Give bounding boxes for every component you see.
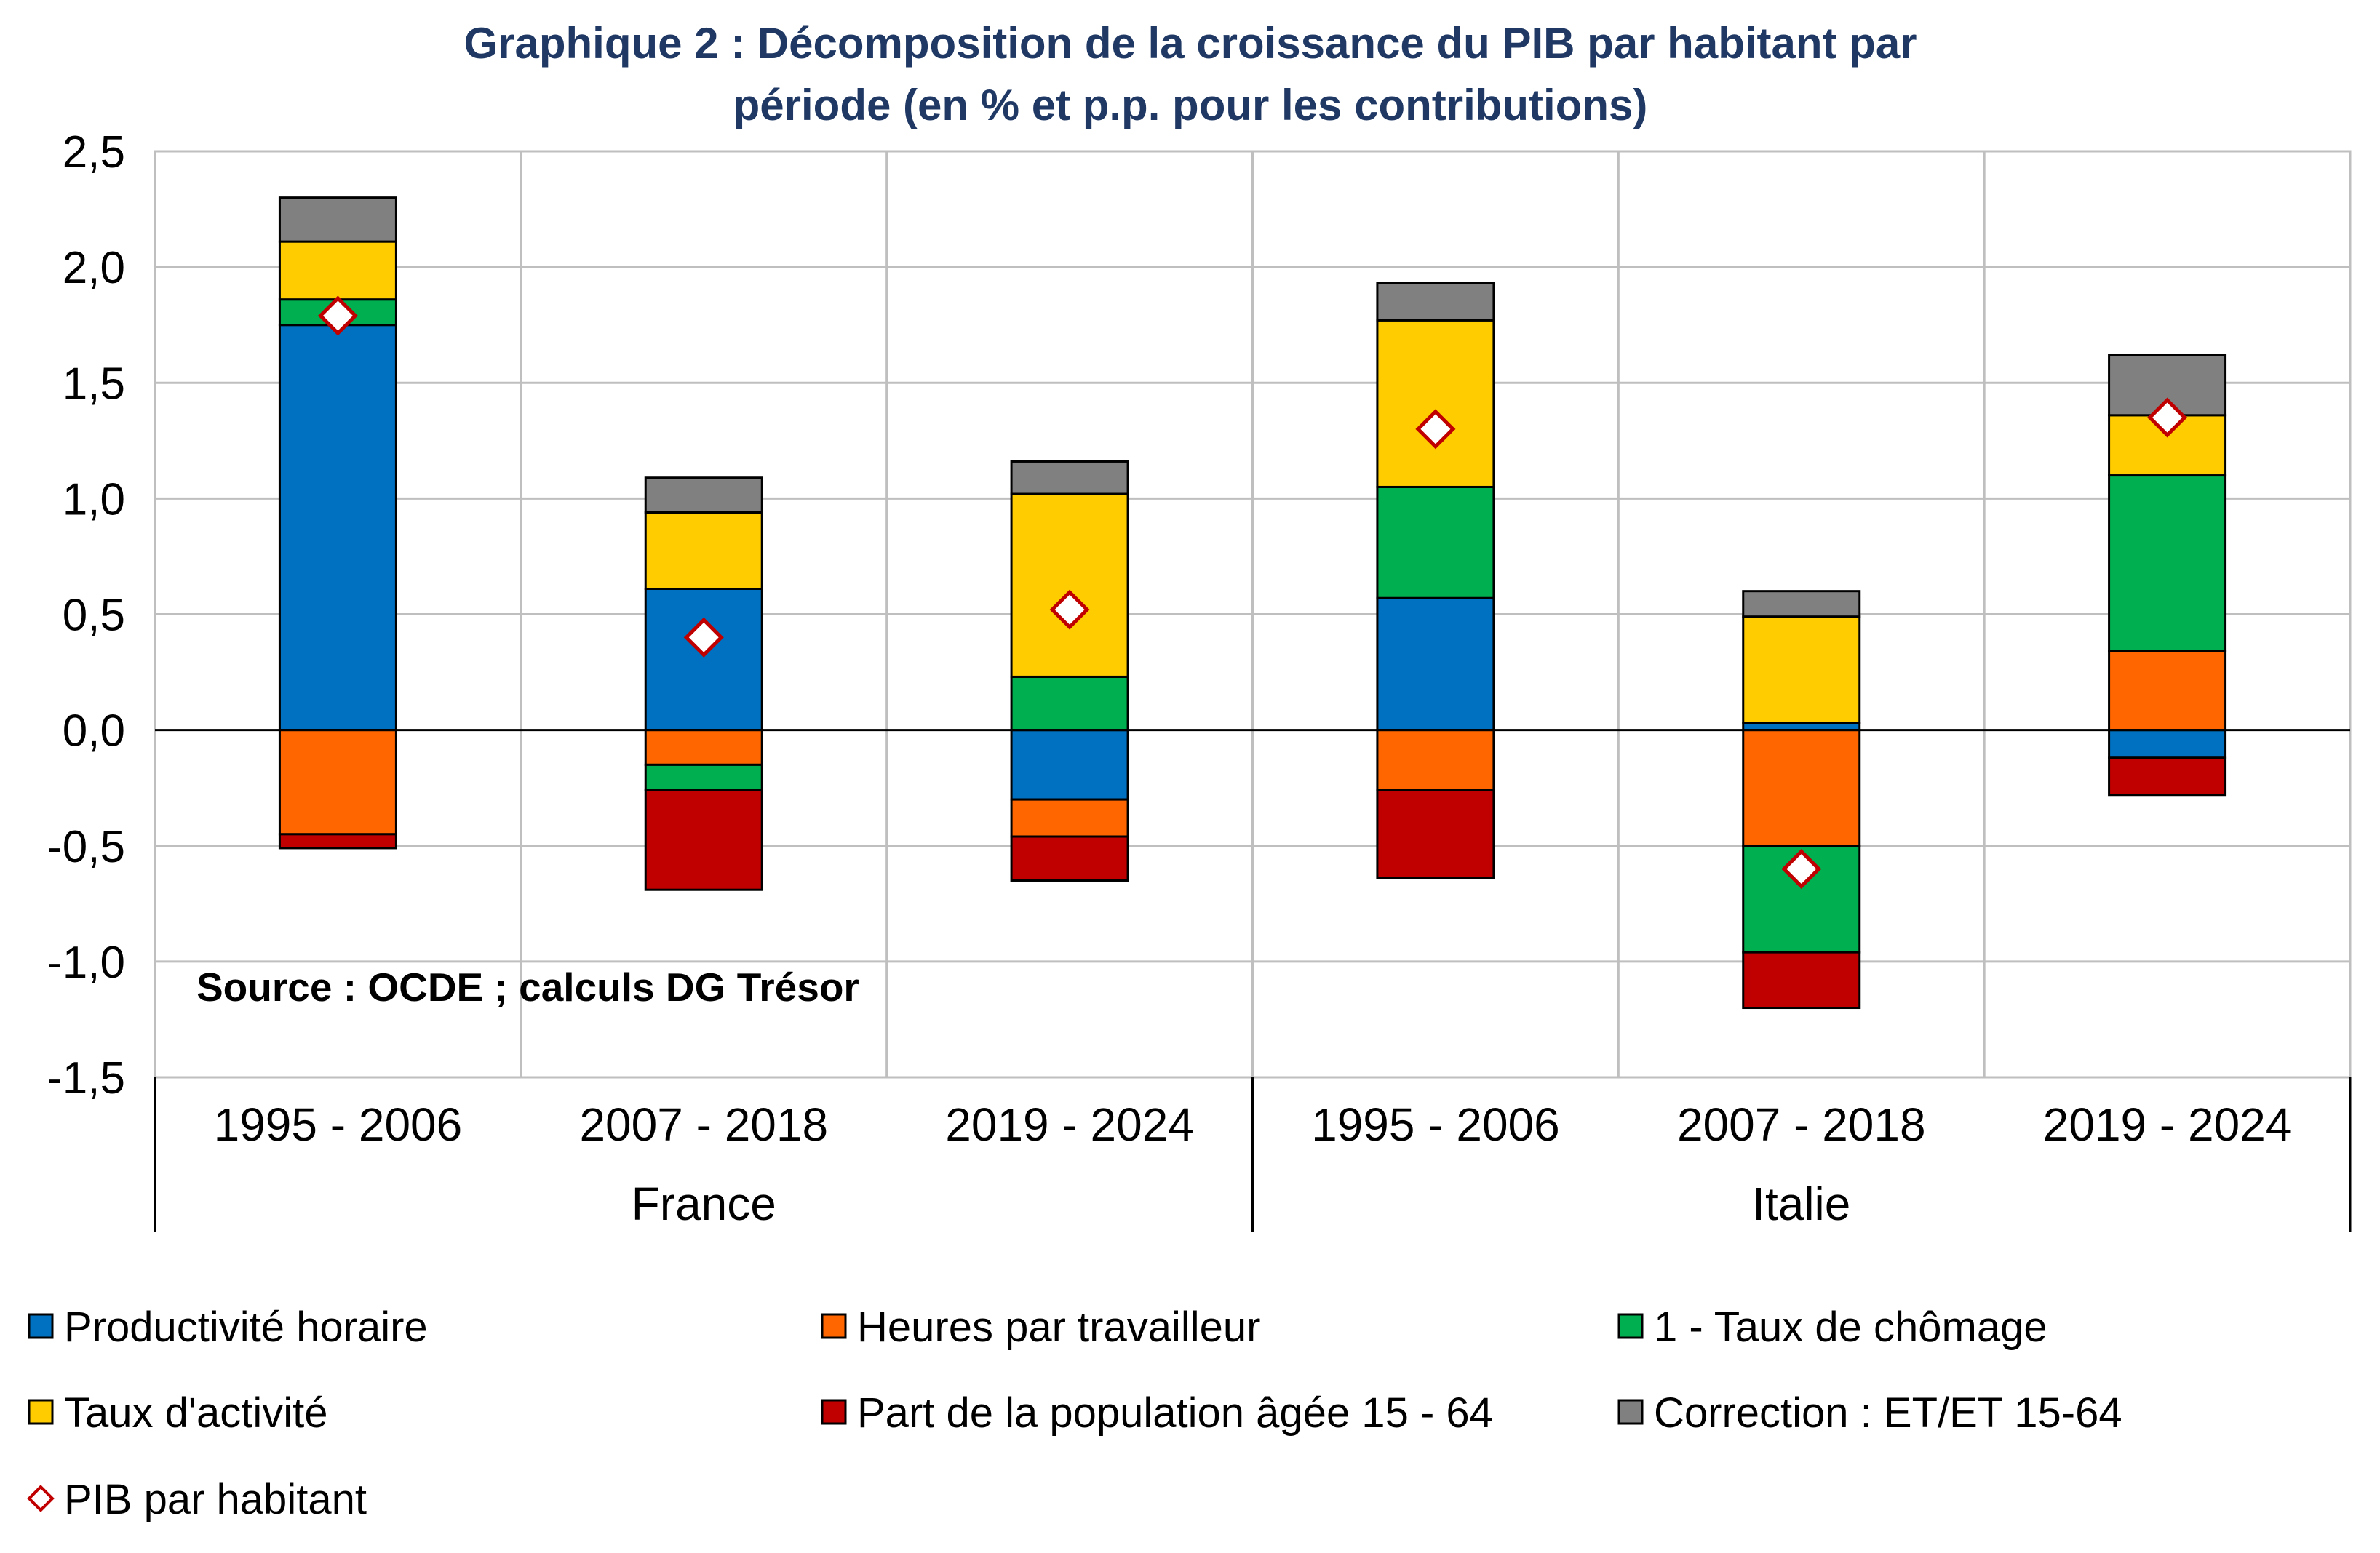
legend-label: Heures par travailleur bbox=[857, 1304, 1260, 1351]
y-tick-label: 2,5 bbox=[63, 127, 125, 177]
legend-swatch-diamond bbox=[27, 1485, 55, 1512]
x-category-label: 1995 - 2006 bbox=[214, 1098, 463, 1151]
bar-segment-s3-c2 bbox=[1010, 492, 1129, 678]
legend-label: 1 - Taux de chômage bbox=[1654, 1304, 2047, 1351]
bar-segment-s1-c1 bbox=[644, 729, 763, 766]
y-tick-label: 2,0 bbox=[63, 243, 125, 293]
y-tick-label: 1,0 bbox=[63, 474, 125, 524]
legend-label: Part de la population âgée 15 - 64 bbox=[857, 1389, 1493, 1437]
bar-segment-s2-c1 bbox=[644, 763, 763, 791]
legend-swatch bbox=[28, 1399, 54, 1425]
y-tick-label: -0,5 bbox=[47, 822, 125, 872]
y-tick-label: 0,5 bbox=[63, 591, 125, 641]
pib-par-habitant-marker bbox=[1781, 849, 1822, 890]
bars bbox=[278, 196, 2227, 1010]
legend-label: Correction : ET/ET 15-64 bbox=[1654, 1389, 2122, 1437]
bar-segment-s3-c4 bbox=[1742, 615, 1861, 724]
x-category-label: 2019 - 2024 bbox=[945, 1098, 1194, 1151]
bar-segment-s0-c2 bbox=[1010, 729, 1129, 801]
bar-segment-s0-c5 bbox=[2108, 729, 2227, 759]
y-tick-label: -1,0 bbox=[47, 938, 125, 988]
bar-segment-s5-c3 bbox=[1376, 282, 1495, 322]
x-category-label: 2019 - 2024 bbox=[2043, 1098, 2292, 1151]
legend-swatch bbox=[1617, 1399, 1644, 1425]
chart-title-line-2: période (en % et p.p. pour les contribut… bbox=[733, 81, 1648, 129]
legend-swatch bbox=[821, 1313, 847, 1339]
bar-segment-s0-c3 bbox=[1376, 596, 1495, 732]
chart-title-line-1: Graphique 2 : Décomposition de la croiss… bbox=[463, 19, 1917, 68]
y-tick-label: 0,0 bbox=[63, 706, 125, 756]
bar-segment-s2-c3 bbox=[1376, 485, 1495, 599]
bar-segment-s0-c1 bbox=[644, 587, 763, 732]
bar-segment-s5-c0 bbox=[278, 196, 397, 243]
bar-segment-s1-c4 bbox=[1742, 729, 1861, 847]
x-category-label: 1995 - 2006 bbox=[1311, 1098, 1560, 1151]
legend-swatch bbox=[28, 1313, 54, 1339]
bar-segment-s1-c0 bbox=[278, 729, 397, 836]
chart-title: Graphique 2 : Décomposition de la croiss… bbox=[463, 19, 1917, 129]
y-tick-label: 1,5 bbox=[63, 359, 125, 409]
bar-segment-s4-c4 bbox=[1742, 951, 1861, 1010]
pib-par-habitant-marker bbox=[317, 295, 358, 336]
bar-segment-s2-c2 bbox=[1010, 675, 1129, 732]
source-note: Source : OCDE ; calculs DG Trésor bbox=[196, 965, 859, 1010]
bar-segment-s3-c3 bbox=[1376, 319, 1495, 488]
bar-segment-s3-c0 bbox=[278, 240, 397, 301]
legend-label: PIB par habitant bbox=[64, 1476, 367, 1523]
bar-segment-s4-c2 bbox=[1010, 835, 1129, 882]
y-axis-tick-labels: 2,5 2,0 1,5 1,0 0,5 0,0 -0,5 -1,0 -1,5 bbox=[47, 127, 125, 1103]
x-category-label: 2007 - 2018 bbox=[1677, 1098, 1926, 1151]
y-tick-label: -1,5 bbox=[47, 1053, 125, 1103]
pib-par-habitant-marker bbox=[2147, 397, 2188, 438]
bar-segment-s2-c5 bbox=[2108, 474, 2227, 652]
legend-label: Taux d'activité bbox=[64, 1389, 327, 1437]
bar-segment-s1-c2 bbox=[1010, 798, 1129, 838]
bar-segment-s1-c5 bbox=[2108, 650, 2227, 732]
bar-segment-s5-c1 bbox=[644, 476, 763, 514]
x-group-label: Italie bbox=[1752, 1178, 1850, 1230]
bar-segment-s4-c0 bbox=[278, 833, 397, 850]
bar-segment-s3-c1 bbox=[644, 511, 763, 590]
pib-par-habitant-marker bbox=[1049, 589, 1090, 630]
bar-segment-s4-c3 bbox=[1376, 789, 1495, 879]
pib-par-habitant-marker bbox=[683, 617, 724, 658]
legend-swatch bbox=[1617, 1313, 1644, 1339]
pib-par-habitant-marker bbox=[1415, 409, 1456, 450]
bar-segment-s0-c0 bbox=[278, 324, 397, 732]
x-group-label: France bbox=[632, 1178, 776, 1230]
bar-segment-s1-c3 bbox=[1376, 729, 1495, 791]
gridlines bbox=[155, 151, 2350, 1077]
bar-segment-s4-c1 bbox=[644, 789, 763, 891]
bar-segment-s5-c2 bbox=[1010, 460, 1129, 495]
legend-label: Productivité horaire bbox=[64, 1304, 428, 1351]
bar-segment-s5-c4 bbox=[1742, 590, 1861, 618]
legend: Productivité horaire Heures par travaille… bbox=[27, 1304, 2122, 1523]
pib-par-habitant-markers bbox=[317, 295, 2188, 890]
legend-swatch bbox=[821, 1399, 847, 1425]
x-category-label: 2007 - 2018 bbox=[579, 1098, 828, 1151]
x-axis: 1995 - 2006 2007 - 2018 2019 - 2024 1995 - … bbox=[154, 1077, 2352, 1232]
bar-segment-s4-c5 bbox=[2108, 756, 2227, 797]
